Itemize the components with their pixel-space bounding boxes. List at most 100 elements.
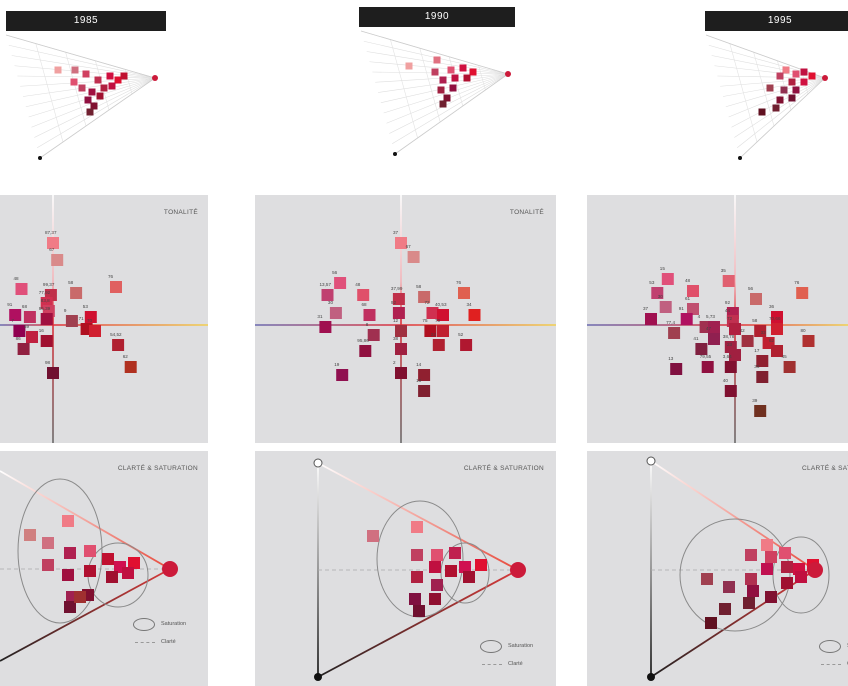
hue-point-label: 71 xyxy=(79,316,85,321)
hue-point xyxy=(407,251,420,263)
grid-line xyxy=(369,61,509,75)
hue-point-label: 48 xyxy=(355,282,361,287)
color-sample xyxy=(745,573,757,585)
clarte-title: CLARTÉ & SATURATION xyxy=(117,465,198,472)
triangle-plot-1985 xyxy=(5,34,158,160)
grid-line xyxy=(734,77,826,138)
grid-line xyxy=(35,43,64,143)
color-sample xyxy=(766,84,774,92)
grid-line xyxy=(28,77,156,118)
color-sample xyxy=(120,72,128,80)
color-sample xyxy=(70,78,78,86)
hue-point-label: 33 xyxy=(761,330,767,335)
color-sample xyxy=(108,82,116,90)
hue-point xyxy=(771,345,783,357)
hue-point-label: 13,57 xyxy=(320,282,332,287)
target-dot xyxy=(510,562,526,578)
color-sample xyxy=(743,597,755,609)
color-sample xyxy=(788,78,796,86)
hue-point-label: 70 xyxy=(435,318,441,323)
color-sample xyxy=(747,585,759,597)
hue-point xyxy=(687,285,699,297)
hue-point xyxy=(437,325,449,337)
hue-point-label: 76 xyxy=(794,280,800,285)
hue-point xyxy=(771,323,783,335)
hue-point xyxy=(51,254,64,266)
edge xyxy=(394,73,509,155)
hue-point-label: 58 xyxy=(68,280,74,285)
saturation-ellipse xyxy=(17,478,103,624)
grid-line xyxy=(478,65,486,91)
hue-point xyxy=(729,323,741,335)
hue-point xyxy=(418,385,431,397)
hue-point xyxy=(670,363,683,375)
color-sample xyxy=(469,68,477,76)
color-sample xyxy=(411,549,423,561)
hue-point xyxy=(112,339,125,351)
edge xyxy=(5,34,156,79)
hue-point-label: 53 xyxy=(649,280,655,285)
color-sample xyxy=(745,549,757,561)
hue-point xyxy=(336,369,349,381)
hue-point-label: 37,99 xyxy=(391,286,403,291)
color-sample xyxy=(411,521,423,533)
clarte-title: CLARTÉ & SATURATION xyxy=(802,465,848,472)
color-sample xyxy=(463,571,475,583)
hue-point-label: 16 xyxy=(39,328,45,333)
color-sample xyxy=(86,108,94,116)
hue-point xyxy=(796,287,809,299)
target-dot xyxy=(162,561,178,577)
color-sample xyxy=(800,68,808,76)
hue-point-label: 72 xyxy=(425,300,431,305)
hue-point xyxy=(708,333,720,345)
black-point xyxy=(38,156,42,160)
color-sample xyxy=(64,547,76,559)
color-sample xyxy=(439,100,447,108)
hue-point xyxy=(783,361,796,373)
hue-point-label: 67 xyxy=(49,247,55,252)
hue-point-label: 7 xyxy=(11,318,14,323)
color-sample xyxy=(122,567,134,579)
hue-point xyxy=(708,321,720,333)
hue-point-label: 48 xyxy=(14,276,20,281)
hue-point xyxy=(392,293,405,305)
color-sample xyxy=(431,579,443,591)
hue-point-label: 62 xyxy=(123,354,129,359)
grid-line xyxy=(372,71,509,75)
hue-point-label: 76 xyxy=(108,274,114,279)
color-sample xyxy=(128,557,140,569)
hue-point xyxy=(426,307,439,319)
hue-point-label: 58 xyxy=(416,284,422,289)
color-sample xyxy=(413,605,425,617)
color-sample xyxy=(781,577,793,589)
hue-point xyxy=(367,329,380,341)
hue-point-label: 14 xyxy=(416,362,422,367)
hue-point xyxy=(695,343,708,355)
color-sample xyxy=(445,565,457,577)
clarte-legend-icon xyxy=(821,663,841,665)
hue-point-label: 30 xyxy=(328,300,334,305)
color-sample xyxy=(475,559,487,571)
hue-point-label: 67 xyxy=(406,244,412,249)
edge xyxy=(39,77,156,159)
hue-point-label: 99,37 xyxy=(43,282,55,287)
color-sample xyxy=(776,72,784,80)
clarte-legend-icon xyxy=(482,663,502,665)
hue-point xyxy=(363,309,376,321)
color-sample xyxy=(449,547,461,559)
hue-point-label: 68 xyxy=(362,302,368,307)
target-dot xyxy=(807,562,823,578)
hue-point-label: 2 xyxy=(393,360,396,365)
hue-point xyxy=(741,335,754,347)
hue-point-label: 4 xyxy=(698,314,701,319)
hue-point-label: 77,92 xyxy=(39,290,51,295)
color-sample xyxy=(719,603,731,615)
color-sample xyxy=(808,72,816,80)
saturation-legend-icon xyxy=(480,639,502,653)
color-sample xyxy=(84,545,96,557)
black-point xyxy=(647,673,655,681)
hue-point-label: 59 xyxy=(24,324,30,329)
hue-point-label: 54,52 xyxy=(110,332,122,337)
hue-point xyxy=(124,361,137,373)
hue-point-label: 58 xyxy=(752,318,758,323)
